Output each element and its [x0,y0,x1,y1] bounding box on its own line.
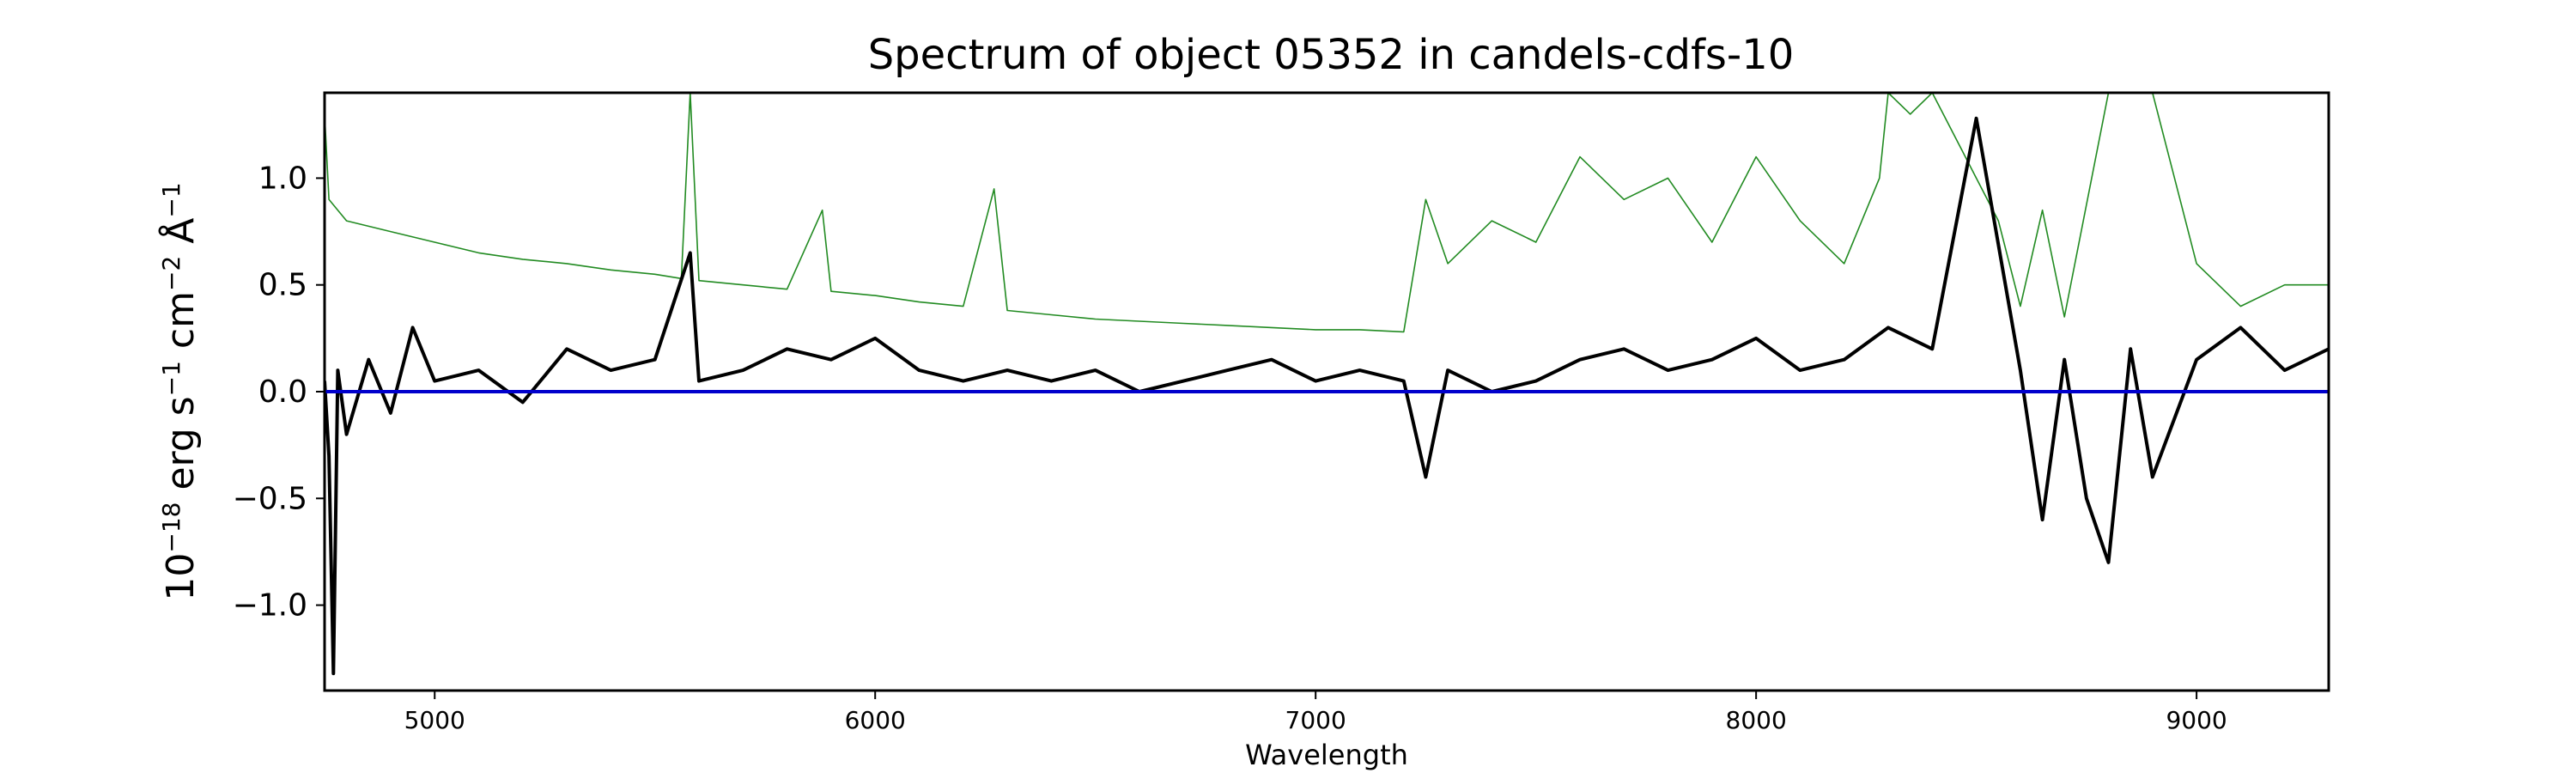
y-label-exp2: −1 [157,361,185,396]
y-label-exp4: −1 [157,182,185,217]
x-tick-label: 6000 [845,706,906,734]
y-tick-label: −0.5 [233,481,307,516]
series-line-error [325,93,2329,333]
y-label-unit3: Å [157,218,203,256]
y-label-exp1: −18 [157,502,185,553]
x-tick-label: 9000 [2166,706,2227,734]
series-line-flux [325,116,2329,676]
y-axis-label: 10−18 erg s−1 cm−2 Å−1 [157,182,203,600]
x-tick-label: 8000 [1726,706,1787,734]
y-tick-label: 0.5 [258,268,307,303]
y-tick-label: 0.0 [258,374,307,410]
x-axis-label: Wavelength [1245,739,1408,771]
x-tick-label: 7000 [1285,706,1346,734]
x-tick-label: 5000 [404,706,465,734]
y-label-unit2: cm [159,291,203,361]
chart-title: Spectrum of object 05352 in candels-cdfs… [868,31,1795,79]
y-label-exp3: −2 [157,256,185,291]
y-tick-label: −1.0 [233,588,307,624]
series-layer [325,93,2329,676]
y-tick-label: 1.0 [258,161,307,196]
ticks-layer: 5000 6000 7000 8000 9000 −1.0 −0.5 0.0 0.5 1.0 [233,161,2227,734]
y-label-unit1: erg s [159,396,203,502]
y-label-base: 10 [159,553,203,601]
